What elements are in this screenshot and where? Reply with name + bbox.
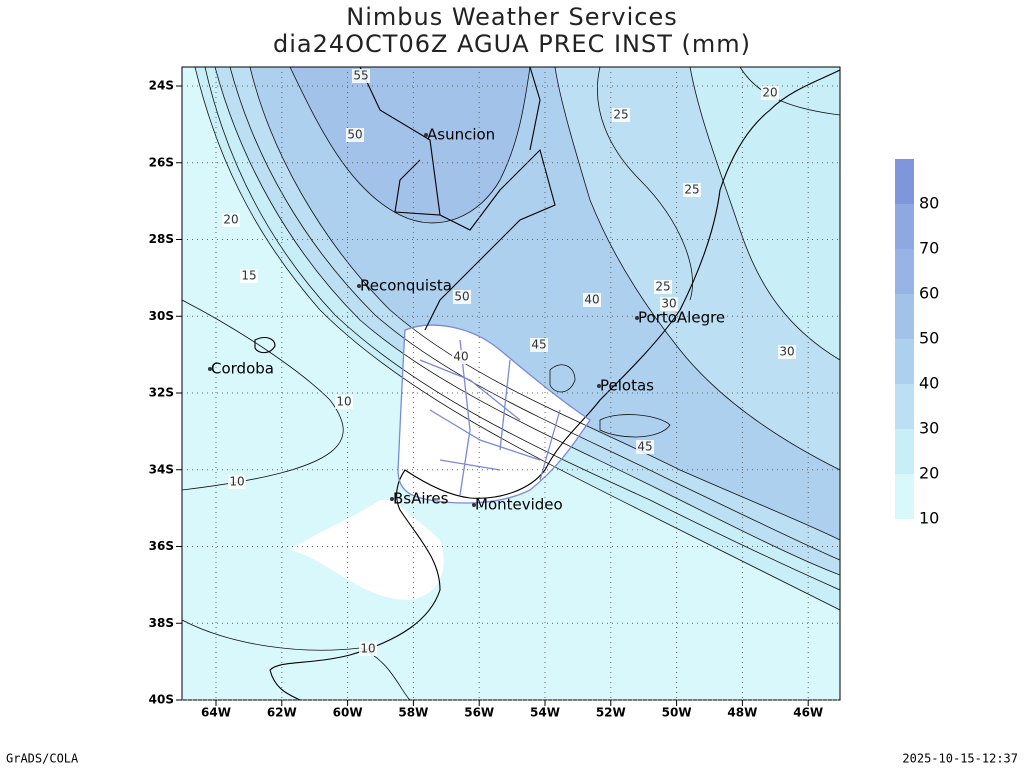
lon-label: 62W (267, 706, 297, 720)
title-line: dia24OCT06Z AGUA PREC INST (mm) (273, 30, 751, 58)
lat-label: 26S (149, 155, 174, 169)
contour-label: 15 (241, 269, 256, 283)
city-dot (472, 503, 476, 507)
lon-label: 56W (464, 706, 494, 720)
colorbar-label: 80 (919, 194, 939, 213)
lat-label: 34S (149, 462, 174, 476)
lon-label: 52W (596, 706, 626, 720)
contour-label: 55 (353, 69, 368, 83)
colorbar-band (895, 474, 914, 519)
contour-label-bg (453, 290, 471, 304)
contour-label: 20 (223, 213, 238, 227)
contour-label: 50 (347, 128, 362, 142)
contour-label: 25 (684, 183, 699, 197)
lon-label: 58W (398, 706, 428, 720)
footer-right: 2025-10-15-12:37 (902, 752, 1018, 766)
field-under-10 (398, 325, 590, 503)
colorbar-band (895, 339, 914, 384)
contour-label: 10 (336, 395, 351, 409)
field-50 (290, 67, 530, 223)
colorbar-label: 60 (919, 284, 939, 303)
lon-label: 48W (727, 706, 757, 720)
contour-label: 45 (531, 338, 546, 352)
contour-label-bg (612, 108, 630, 122)
field-10-south (182, 610, 410, 700)
contour-label-bg (346, 128, 364, 142)
city-label: Montevideo (475, 496, 563, 514)
map-field (182, 67, 840, 700)
city-dot (424, 133, 428, 137)
lat-label: 36S (149, 539, 174, 553)
contour-label-bg (228, 475, 246, 489)
city-label: Cordoba (211, 360, 274, 378)
lon-label: 46W (793, 706, 823, 720)
footer-left: GrADS/COLA (6, 752, 79, 766)
contour-label-bg (352, 69, 370, 83)
contour-label: 30 (661, 297, 676, 311)
colorbar-band (895, 249, 914, 294)
colorbar-label: 10 (919, 509, 939, 528)
land-south (290, 500, 444, 600)
colorbar-label: 50 (919, 329, 939, 348)
colorbar-band (895, 429, 914, 474)
contour-label: 50 (454, 290, 469, 304)
city-dot (208, 367, 212, 371)
contour-label: 25 (613, 108, 628, 122)
lon-label: 50W (662, 706, 692, 720)
lon-label: 54W (530, 706, 560, 720)
colorbar-band (895, 204, 914, 249)
contour-label-bg (359, 642, 377, 656)
contour-label-bg (683, 183, 701, 197)
city-dot (357, 284, 361, 288)
city-label: PortoAlegre (638, 309, 725, 327)
lat-label: 32S (149, 386, 174, 400)
contour-label-bg (452, 350, 470, 364)
contour-label-bg (583, 293, 601, 307)
contour-label-bg (636, 440, 654, 454)
contour-label-bg (222, 213, 240, 227)
lat-label: 40S (149, 693, 174, 707)
contour-label: 25 (655, 280, 670, 294)
city-label: BsAires (393, 490, 449, 508)
title-line: Nimbus Weather Services (346, 3, 677, 31)
contour-label-bg (335, 395, 353, 409)
city-dot (390, 497, 394, 501)
contour-label-bg (240, 269, 258, 283)
colorbar-label: 40 (919, 374, 939, 393)
lat-label: 30S (149, 309, 174, 323)
city-dot (635, 316, 639, 320)
contour-label-bg (660, 297, 678, 311)
contour-label-bg (778, 345, 796, 359)
lon-label: 64W (201, 706, 231, 720)
contour-label: 10 (360, 642, 375, 656)
colorbar-band (895, 384, 914, 429)
lat-label: 28S (149, 232, 174, 246)
contour-label: 10 (229, 475, 244, 489)
contour-label-bg (761, 86, 779, 100)
contours (182, 67, 840, 700)
colorbar-band (895, 159, 914, 204)
contour-label-bg (530, 338, 548, 352)
colorbar-band (895, 294, 914, 339)
lon-label: 60W (333, 706, 363, 720)
city-dot (597, 384, 601, 388)
contour-label: 30 (779, 345, 794, 359)
overlay: 24S 26S 28S 30S 32S 34S 36S 38S 40S 64W 62W 60W 58W 5… (149, 67, 939, 720)
contour-label: 40 (453, 350, 468, 364)
contour-label-bg (654, 280, 672, 294)
city-label: Asuncion (427, 126, 495, 144)
lat-label: 24S (149, 79, 174, 93)
colorbar-label: 20 (919, 464, 939, 483)
contour-label: 20 (762, 86, 777, 100)
map-frame (181, 66, 841, 701)
city-label: Pelotas (600, 377, 654, 395)
contour-label: 40 (584, 293, 599, 307)
lat-label: 38S (149, 616, 174, 630)
colorbar-label: 30 (919, 419, 939, 438)
colorbar-label: 70 (919, 239, 939, 258)
city-label: Reconquista (360, 277, 452, 295)
contour-label: 45 (637, 440, 652, 454)
